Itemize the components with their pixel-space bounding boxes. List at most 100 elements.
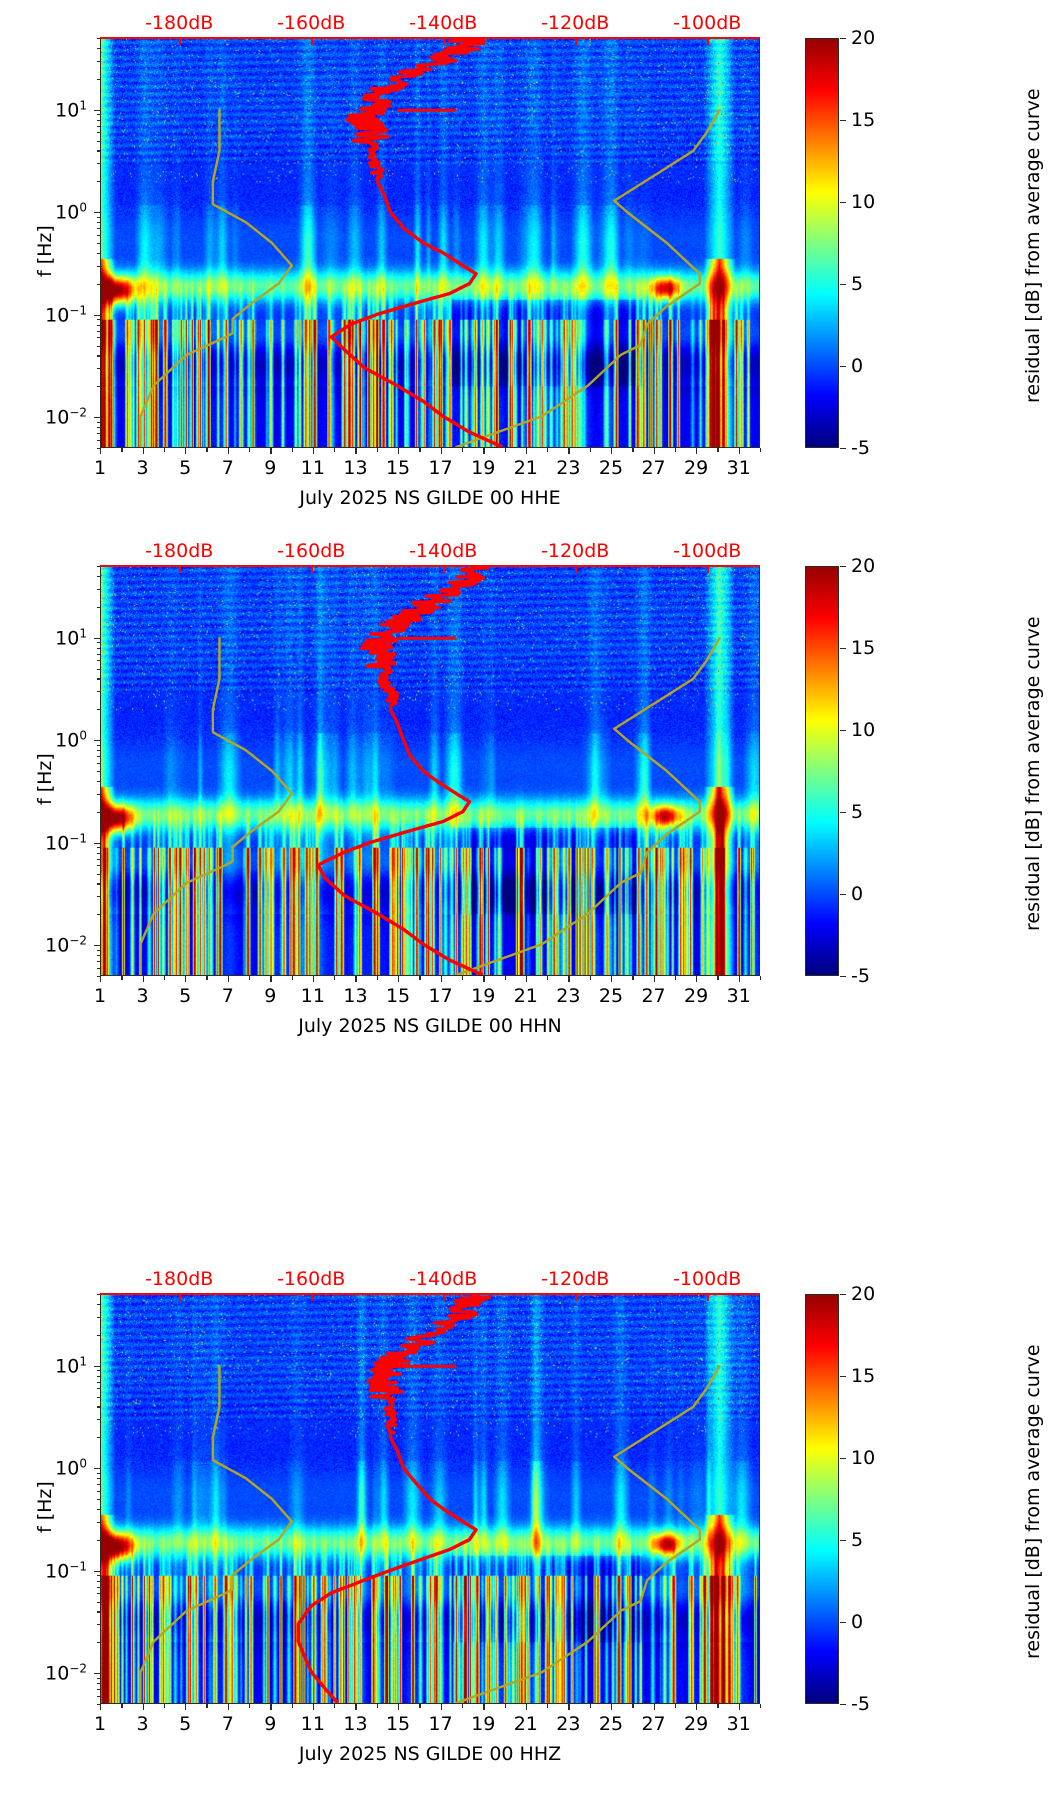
y-axis-minor-tick	[96, 1406, 100, 1408]
y-axis-tick	[94, 945, 100, 947]
colorbar-tick	[840, 894, 846, 896]
y-axis-minor-tick	[96, 1303, 100, 1306]
x-axis-minor-tick	[589, 976, 591, 980]
y-axis-tick	[94, 637, 100, 639]
top-axis-label: -100dB	[673, 540, 742, 562]
x-axis-minor-tick	[547, 976, 549, 980]
top-axis-label: -100dB	[673, 12, 742, 34]
x-axis-tick	[440, 976, 442, 982]
x-axis-tick-label: 15	[385, 457, 411, 479]
x-axis-tick	[440, 1704, 442, 1710]
top-axis-tick	[443, 1294, 446, 1301]
top-axis-label: -160dB	[277, 12, 346, 34]
colorbar-tick-label: -5	[851, 965, 870, 987]
x-axis-minor-tick	[504, 1704, 506, 1708]
x-axis-tick-label: 23	[556, 457, 581, 479]
x-axis-minor-tick	[291, 976, 293, 980]
x-axis-minor-tick	[632, 448, 634, 452]
x-axis-tick-label: 25	[598, 1713, 624, 1735]
colorbar-tick	[840, 976, 846, 978]
x-axis-minor-tick	[419, 448, 421, 452]
y-axis-tick-label: 10−1	[45, 1558, 87, 1583]
x-axis-tick	[100, 1704, 102, 1710]
top-axis-tick	[311, 1294, 314, 1301]
top-axis-tick	[311, 38, 314, 45]
top-axis-label: -140dB	[409, 12, 478, 34]
y-axis-minor-tick	[96, 668, 100, 670]
panel-hhn: -180dB -160dB -140dB -120dB -100dB 1 3 5 7 9 11 13 1…	[0, 528, 1052, 1068]
panel-hhz: -180dB -160dB -140dB -120dB -100dB 1 3 5 7 9 11 13 1…	[0, 1256, 1052, 1796]
x-axis-minor-tick	[547, 448, 549, 452]
y-axis-minor-tick	[96, 337, 100, 339]
x-axis-tick-label: 15	[385, 1713, 411, 1735]
y-axis-tick-label: 100	[55, 1456, 87, 1480]
x-axis-tick	[227, 1704, 230, 1710]
x-axis-minor-tick	[163, 976, 166, 980]
y-axis-minor-tick	[96, 60, 100, 62]
x-axis-minor-tick	[206, 448, 208, 452]
y-axis-minor-tick	[96, 181, 100, 183]
colorbar-tick	[840, 1540, 846, 1542]
x-axis-tick-label: 3	[136, 1713, 149, 1735]
y-axis-minor-tick	[96, 1580, 100, 1582]
y-axis-title: f [Hz]	[34, 1481, 56, 1533]
top-axis-label: -120dB	[541, 540, 610, 562]
y-axis-minor-tick	[96, 1508, 100, 1511]
y-axis-minor-tick	[96, 1484, 100, 1486]
x-axis-tick-label: 3	[136, 985, 149, 1007]
y-axis-minor-tick	[96, 1624, 100, 1626]
spectrogram-plot-area[interactable]	[100, 1294, 760, 1704]
y-axis-tick	[94, 212, 100, 214]
x-axis-minor-tick	[163, 448, 166, 452]
top-axis-tick	[707, 38, 710, 45]
y-axis-minor-tick	[96, 252, 100, 255]
colorbar-tick-label: -5	[851, 1693, 870, 1715]
y-axis-tick	[94, 417, 100, 419]
x-axis-tick-label: 17	[428, 985, 453, 1007]
x-axis-minor-tick	[504, 448, 506, 452]
x-axis-minor-tick	[249, 448, 251, 452]
spectrogram-plot-area[interactable]	[100, 38, 760, 448]
y-axis-minor-tick	[96, 780, 100, 783]
x-axis-tick	[355, 1704, 357, 1710]
y-axis-minor-tick	[96, 1499, 100, 1501]
x-axis-tick	[100, 976, 102, 982]
y-axis-tick-label: 10−2	[45, 405, 87, 429]
x-axis-tick	[185, 976, 187, 982]
colorbar-tick	[840, 1376, 846, 1378]
spectrogram-plot-area[interactable]	[100, 566, 760, 976]
x-axis-tick-label: 27	[641, 1713, 666, 1735]
x-axis-minor-tick	[461, 1704, 464, 1708]
x-axis-tick-label: 27	[641, 985, 666, 1007]
y-axis-minor-tick	[96, 234, 100, 236]
x-axis-minor-tick	[760, 448, 762, 452]
x-axis-tick	[483, 1704, 485, 1710]
top-axis-label: -100dB	[673, 1268, 742, 1290]
y-axis-tick	[94, 842, 100, 844]
top-axis-line	[100, 1293, 760, 1296]
y-axis-minor-tick	[96, 1689, 100, 1691]
colorbar-gradient	[806, 1295, 838, 1703]
top-axis-label: -180dB	[145, 540, 214, 562]
y-axis-minor-tick	[96, 914, 100, 916]
colorbar-tick	[840, 1704, 846, 1706]
x-axis-minor-tick	[163, 1704, 166, 1708]
x-axis-tick	[142, 976, 144, 982]
y-axis-minor-tick	[96, 421, 100, 423]
y-axis-minor-tick	[96, 588, 100, 590]
x-axis-tick	[653, 1704, 655, 1710]
y-axis-minor-tick	[96, 1695, 100, 1697]
colorbar-gradient	[806, 567, 838, 975]
panel-title: July 2025 NS GILDE 00 HHE	[299, 487, 561, 509]
colorbar-tick	[840, 1458, 846, 1460]
colorbar-tick-label: 5	[851, 1529, 864, 1551]
colorbar-tick-label: 5	[851, 273, 864, 295]
x-axis-tick	[185, 1704, 187, 1710]
y-axis-minor-tick	[96, 642, 100, 644]
x-axis-tick	[610, 976, 613, 982]
y-axis-minor-tick	[96, 38, 100, 40]
colorbar-tick-label: 10	[851, 191, 876, 213]
x-axis-tick-label: 5	[179, 1713, 192, 1735]
top-axis-tick	[179, 38, 182, 45]
x-axis-tick-label: 11	[300, 1713, 325, 1735]
